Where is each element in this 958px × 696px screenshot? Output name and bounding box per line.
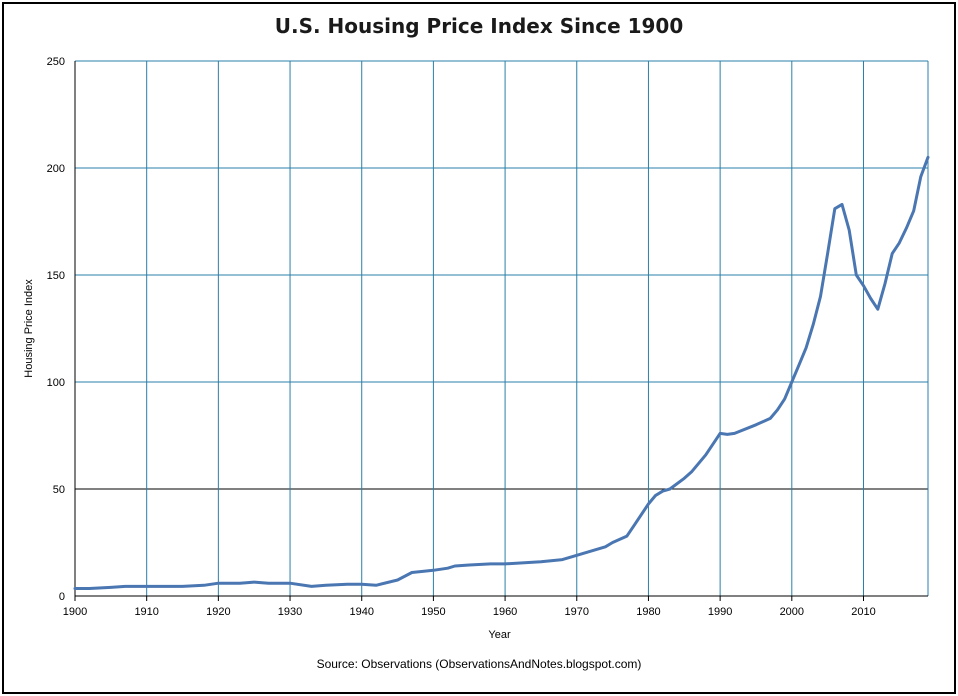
x-tick-label: 1990	[708, 606, 732, 618]
x-tick-label: 1900	[63, 606, 87, 618]
x-tick-label: 2000	[780, 606, 804, 618]
chart-title: U.S. Housing Price Index Since 1900	[274, 14, 684, 38]
x-tick-label: 1940	[349, 606, 373, 618]
y-tick-label: 100	[47, 377, 65, 389]
series-line	[73, 155, 930, 590]
x-axis-title: Year	[488, 629, 511, 641]
x-tick-label: 1910	[134, 606, 158, 618]
x-tick-label: 1960	[493, 606, 517, 618]
x-tick-label: 2010	[851, 606, 875, 618]
x-tick-label: 1980	[636, 606, 660, 618]
x-tick-label: 1950	[421, 606, 445, 618]
x-tick-label: 1930	[278, 606, 302, 618]
chart-source: Source: Observations (ObservationsAndNot…	[316, 657, 642, 671]
y-tick-label: 150	[47, 270, 65, 282]
y-axis-title: Housing Price Index	[23, 279, 35, 378]
y-tick-label: 0	[59, 591, 65, 603]
y-tick-label: 50	[53, 484, 65, 496]
x-tick-label: 1920	[206, 606, 230, 618]
x-tick-label: 1970	[565, 606, 589, 618]
y-tick-label: 200	[47, 163, 65, 175]
y-tick-label: 250	[47, 56, 65, 68]
